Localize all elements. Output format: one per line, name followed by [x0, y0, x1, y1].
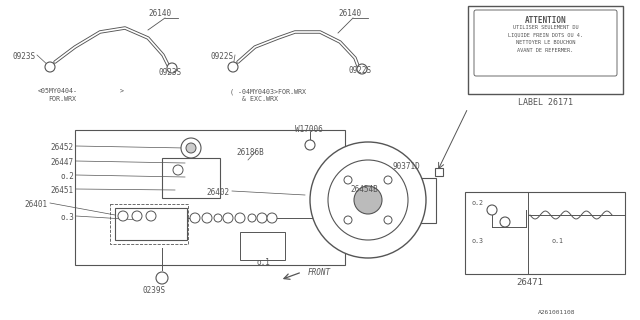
- Text: ( -04MY0403>FOR.WRX: ( -04MY0403>FOR.WRX: [230, 88, 306, 94]
- Text: o.1: o.1: [552, 238, 564, 244]
- Circle shape: [214, 214, 222, 222]
- Bar: [465, 192, 625, 274]
- Circle shape: [354, 186, 382, 214]
- Text: o.3: o.3: [60, 213, 74, 222]
- Text: >: >: [120, 88, 124, 94]
- Text: o.2: o.2: [60, 172, 74, 181]
- Bar: [435, 168, 443, 176]
- Circle shape: [384, 176, 392, 184]
- Text: 26451: 26451: [51, 186, 74, 195]
- Text: NETTOYER LE BOUCHON: NETTOYER LE BOUCHON: [516, 40, 575, 45]
- Circle shape: [257, 213, 267, 223]
- Circle shape: [384, 216, 392, 224]
- Text: LIQUIDE FREIN DOTS OU 4.: LIQUIDE FREIN DOTS OU 4.: [508, 33, 583, 37]
- Text: o.1: o.1: [256, 258, 270, 267]
- Circle shape: [487, 205, 497, 215]
- Circle shape: [202, 213, 212, 223]
- Text: o.3: o.3: [471, 238, 483, 244]
- Circle shape: [328, 160, 408, 240]
- Text: UTILISER SEULEMENT DU: UTILISER SEULEMENT DU: [513, 25, 579, 30]
- Bar: [115, 208, 187, 240]
- Circle shape: [305, 140, 315, 150]
- Text: AVANT DE REFERMER.: AVANT DE REFERMER.: [517, 47, 573, 52]
- Text: 90371D: 90371D: [392, 162, 420, 171]
- Circle shape: [344, 216, 352, 224]
- Text: A261001108: A261001108: [538, 310, 575, 315]
- Bar: [468, 6, 623, 94]
- Text: 26454B: 26454B: [350, 185, 378, 194]
- Circle shape: [181, 138, 201, 158]
- Bar: [240, 232, 285, 260]
- Circle shape: [132, 211, 142, 221]
- Text: 0922S: 0922S: [210, 52, 233, 61]
- Text: & EXC.WRX: & EXC.WRX: [242, 96, 278, 102]
- Circle shape: [118, 211, 128, 221]
- Circle shape: [45, 62, 55, 72]
- Circle shape: [235, 213, 245, 223]
- Text: FOR.WRX: FOR.WRX: [48, 96, 76, 102]
- Circle shape: [344, 176, 352, 184]
- Text: ATTENTION: ATTENTION: [525, 16, 566, 25]
- Bar: [75, 130, 345, 265]
- Text: 26447: 26447: [51, 158, 74, 167]
- Text: 0922S: 0922S: [348, 66, 371, 75]
- Text: 26452: 26452: [51, 143, 74, 152]
- Circle shape: [156, 272, 168, 284]
- Circle shape: [500, 217, 510, 227]
- Text: LABEL 26171: LABEL 26171: [518, 98, 573, 107]
- Text: 26471: 26471: [516, 278, 543, 287]
- Text: 26140: 26140: [148, 9, 171, 18]
- Text: 26186B: 26186B: [236, 148, 264, 157]
- Circle shape: [190, 213, 200, 223]
- Text: 0923S: 0923S: [12, 52, 35, 61]
- Text: 26402: 26402: [207, 188, 230, 197]
- Circle shape: [173, 165, 183, 175]
- Circle shape: [146, 211, 156, 221]
- Bar: [162, 158, 220, 198]
- Text: W17006: W17006: [295, 125, 323, 134]
- Circle shape: [267, 213, 277, 223]
- Circle shape: [357, 64, 367, 74]
- Circle shape: [223, 213, 233, 223]
- Bar: [110, 204, 188, 244]
- Text: 0923S: 0923S: [158, 68, 181, 77]
- Circle shape: [310, 142, 426, 258]
- Text: 26140: 26140: [338, 9, 361, 18]
- Circle shape: [228, 62, 238, 72]
- Text: FRONT: FRONT: [308, 268, 331, 277]
- Circle shape: [248, 214, 256, 222]
- Bar: [408, 178, 436, 223]
- Circle shape: [186, 143, 196, 153]
- Text: <05MY0404-: <05MY0404-: [38, 88, 78, 94]
- Circle shape: [167, 63, 177, 73]
- Text: 0239S: 0239S: [143, 286, 166, 295]
- Text: 26401: 26401: [25, 200, 48, 209]
- Text: o.2: o.2: [471, 200, 483, 206]
- FancyBboxPatch shape: [474, 10, 617, 76]
